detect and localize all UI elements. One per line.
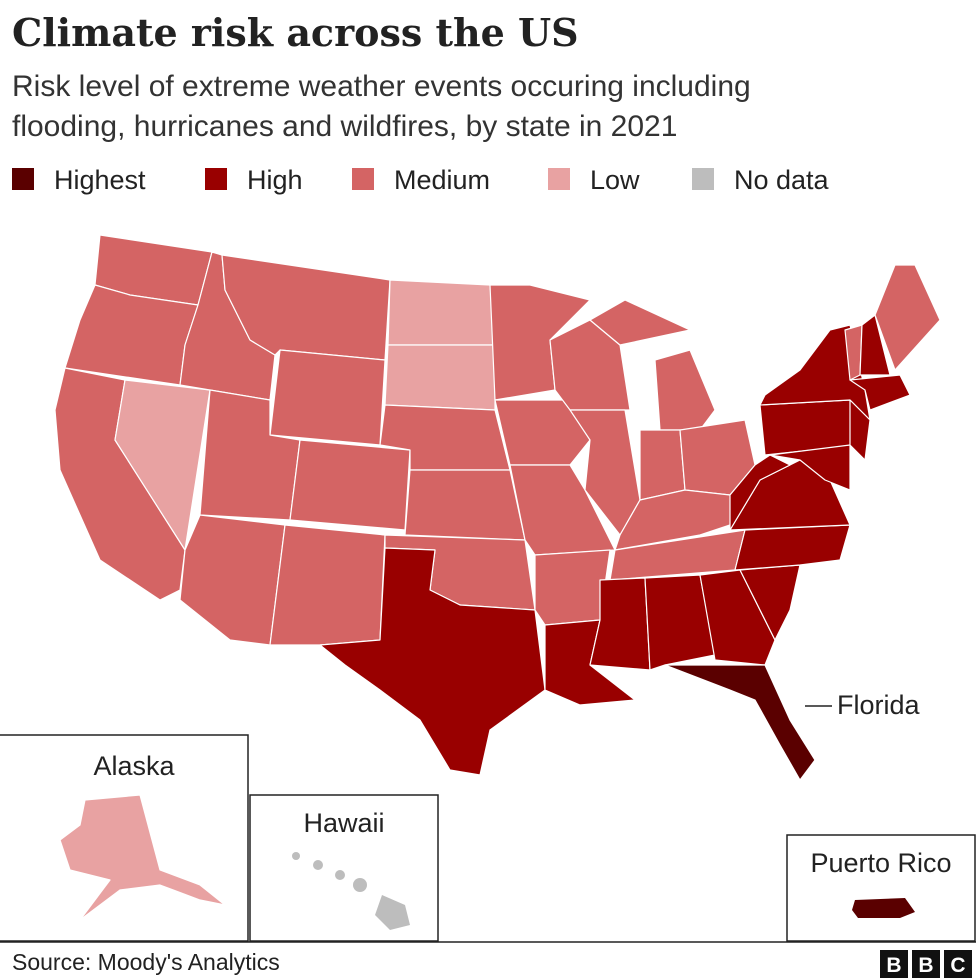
title: Climate risk across the US <box>12 10 579 55</box>
state <box>269 524 386 646</box>
state <box>664 664 816 781</box>
island <box>335 870 345 880</box>
inset-label: Alaska <box>93 751 175 781</box>
legend-label: Highest <box>54 165 146 195</box>
inset-frame <box>0 734 249 942</box>
legend: Highest High Medium Low No data <box>12 165 830 195</box>
state <box>849 374 911 411</box>
logo-box <box>880 950 908 978</box>
logo-box <box>912 950 940 978</box>
state <box>729 454 791 531</box>
state <box>859 314 891 376</box>
state <box>769 444 851 491</box>
island <box>292 852 300 860</box>
hawaii <box>292 852 410 930</box>
state <box>494 399 591 466</box>
inset-label: Puerto Rico <box>810 848 951 878</box>
logo-letter: C <box>950 954 965 977</box>
logo-box <box>944 950 972 978</box>
callout-label: Florida <box>837 690 921 720</box>
legend-label: Low <box>590 165 640 195</box>
state <box>179 514 286 646</box>
state <box>269 349 386 446</box>
state <box>289 439 411 531</box>
states <box>54 234 941 781</box>
legend-swatch <box>352 168 374 190</box>
state <box>404 469 526 541</box>
legend-swatch <box>12 168 34 190</box>
legend-swatch <box>548 168 570 190</box>
state <box>59 794 226 921</box>
subtitle-line: flooding, hurricanes and wildfires, by s… <box>12 110 678 143</box>
state <box>734 524 851 571</box>
state <box>319 547 546 776</box>
island <box>375 895 410 930</box>
logo-letter: B <box>918 954 933 977</box>
legend-label: High <box>247 165 303 195</box>
state <box>699 569 776 666</box>
inset-label: Hawaii <box>303 808 384 838</box>
state <box>654 349 716 431</box>
state <box>852 898 915 918</box>
state <box>639 429 686 501</box>
state <box>589 299 691 346</box>
island <box>353 878 367 892</box>
subtitle-line: Risk level of extreme weather events occ… <box>12 70 751 103</box>
state <box>589 577 651 671</box>
legend-label: Medium <box>394 165 490 195</box>
state <box>849 399 871 461</box>
legend-label: No data <box>734 165 830 195</box>
state <box>874 264 941 371</box>
legend-swatch <box>692 168 714 190</box>
state <box>387 279 496 346</box>
source: Source: Moody's Analytics <box>12 949 280 975</box>
island <box>313 860 323 870</box>
inset-frame <box>249 794 439 942</box>
state <box>534 549 611 626</box>
state <box>644 574 716 671</box>
inset-frame <box>786 834 976 942</box>
logo-letter: B <box>886 954 901 977</box>
legend-swatch <box>205 168 227 190</box>
state <box>384 344 496 411</box>
